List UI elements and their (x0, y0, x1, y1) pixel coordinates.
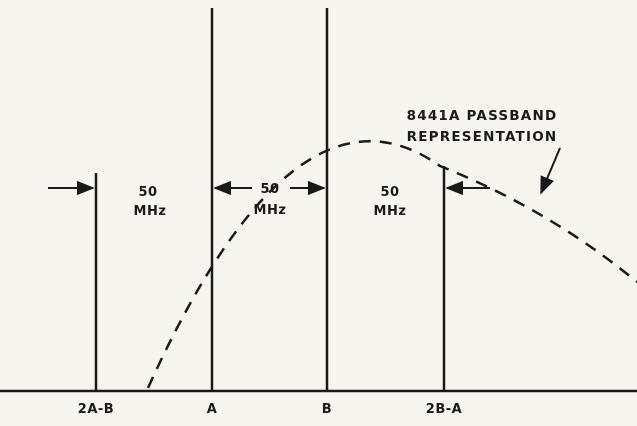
spacing-value-2: 50 (260, 182, 279, 197)
axis-label-a: A (207, 402, 218, 417)
spacing-unit-1: MHz (134, 204, 167, 219)
spacing-value-1: 50 (138, 185, 157, 200)
passband-title-line1: 8441A PASSBAND (407, 108, 558, 124)
axis-label-b: B (322, 402, 332, 417)
passband-title-line2: REPRESENTATION (407, 129, 558, 145)
title-leader-arrow (540, 147, 561, 195)
passband-curve (146, 140, 637, 389)
spacing-value-3: 50 (380, 185, 399, 200)
spacing-unit-3: MHz (374, 204, 407, 219)
axis-label-2b-minus-a: 2B-A (426, 402, 462, 417)
spacing-unit-2: MHz (254, 203, 287, 218)
axis-label-2a-minus-b: 2A-B (78, 402, 114, 417)
